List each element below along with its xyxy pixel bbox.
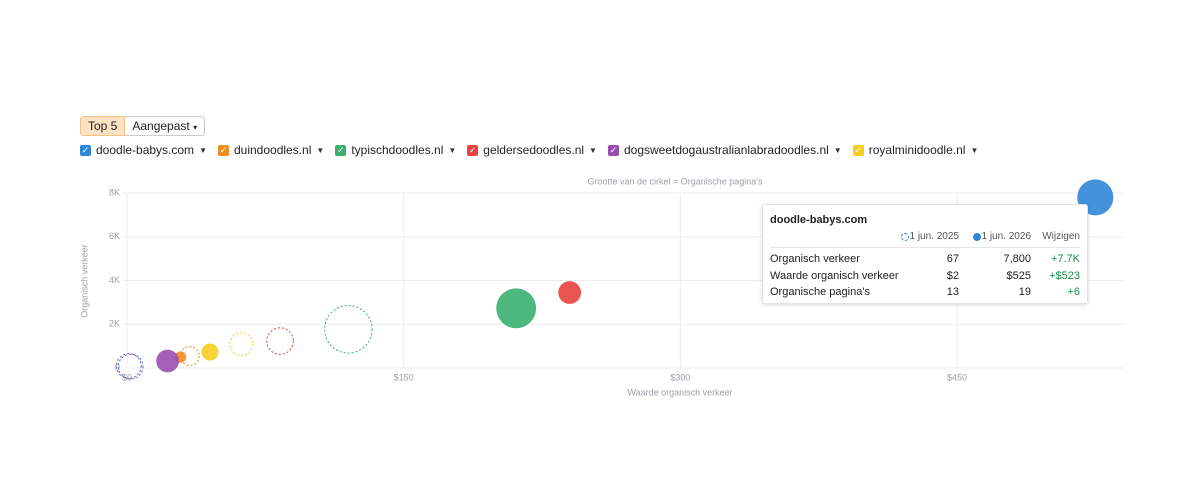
tooltip-divider xyxy=(770,247,1080,248)
x-axis-label: Waarde organisch verkeer xyxy=(627,387,732,397)
tooltip-value: +7.7K xyxy=(1050,253,1080,265)
legend-item[interactable]: ✓ duindoodles.nl ▼ xyxy=(217,143,325,157)
tooltip-value: +$523 xyxy=(1049,269,1080,282)
legend-checkbox[interactable]: ✓ xyxy=(852,144,864,156)
tooltip-value: 19 xyxy=(1018,286,1031,298)
tooltip-value: +6 xyxy=(1067,286,1080,298)
legend-caret: ▼ xyxy=(448,145,457,155)
legend-item[interactable]: ✓ royalminidoodle.nl ▼ xyxy=(852,143,979,157)
legend-checkbox[interactable]: ✓ xyxy=(467,144,479,156)
tooltip-title: doodle-babys.com xyxy=(770,214,868,226)
legend-checkbox[interactable]: ✓ xyxy=(80,144,91,156)
tooltip-column: 1 jun. 2026 xyxy=(981,231,1032,242)
tooltip-marker xyxy=(901,233,909,241)
bubble xyxy=(156,349,179,373)
legend-caret: ▼ xyxy=(199,145,207,155)
legend-item[interactable]: ✓ typischdoodles.nl ▼ xyxy=(335,143,456,157)
y-tick-label: 8K xyxy=(109,187,120,197)
tooltip-value: 67 xyxy=(946,253,959,265)
legend-item[interactable]: ✓ doodle-babys.com ▼ xyxy=(80,143,207,157)
top-button[interactable]: Top 5 xyxy=(80,116,126,136)
tooltip-row-label: Organische pagina's xyxy=(770,286,870,298)
bubble-previous xyxy=(266,327,294,355)
tooltip-column: 1 jun. 2025 xyxy=(909,231,960,242)
legend-item[interactable]: ✓ dogsweetdogaustralianlabradoodles.nl ▼ xyxy=(607,143,842,157)
tooltip-value: 13 xyxy=(946,286,959,298)
x-tick-label: $150 xyxy=(394,372,414,382)
legend-label: doodle-babys.com xyxy=(96,143,195,157)
y-tick-label: 6K xyxy=(109,231,120,241)
tooltip-value: $2 xyxy=(946,269,959,282)
y-tick-label: 2K xyxy=(109,319,120,329)
legend-label: duindoodles.nl xyxy=(233,143,312,157)
legend-checkbox[interactable]: ✓ xyxy=(607,144,619,156)
y-tick-label: 4K xyxy=(109,275,120,285)
bubble-previous xyxy=(117,353,144,380)
controls: Top 5 Aangepast ▾ xyxy=(80,116,206,136)
tooltip-value: $525 xyxy=(1006,269,1031,282)
legend-caret: ▼ xyxy=(970,145,979,155)
y-axis-label: Organisch verkeer xyxy=(79,244,89,318)
legend-label: dogsweetdogaustralianlabradoodles.nl xyxy=(623,143,829,157)
tooltip: doodle-babys.com 1 jun. 2025 1 jun. 2026 W… xyxy=(762,204,1088,304)
tooltip-column: Wijzigen xyxy=(1042,231,1080,242)
chart-title: Grootte van de cirkel = Organische pagin… xyxy=(587,176,763,186)
legend: ✓ doodle-babys.com ▼ ✓ duindoodles.nl ▼ ✓ typis… xyxy=(80,143,978,157)
custom-button[interactable]: Aangepast ▾ xyxy=(125,116,206,136)
legend-label: royalminidoodle.nl xyxy=(868,143,966,157)
legend-label: typischdoodles.nl xyxy=(351,143,444,157)
y-tick-label: 0 xyxy=(115,362,120,372)
custom-label: Aangepast xyxy=(132,119,190,133)
legend-caret: ▼ xyxy=(589,145,597,155)
tooltip-row-label: Waarde organisch verkeer xyxy=(770,269,899,282)
legend-item[interactable]: ✓ geldersedoodles.nl ▼ xyxy=(467,143,597,157)
bubble-previous xyxy=(324,305,373,354)
bubble-previous xyxy=(115,353,142,379)
legend-checkbox[interactable]: ✓ xyxy=(335,144,347,156)
tooltip-marker xyxy=(973,233,981,241)
x-tick-label: $300 xyxy=(670,372,690,382)
bubble xyxy=(558,281,582,304)
legend-checkbox[interactable]: ✓ xyxy=(217,144,229,156)
legend-caret: ▼ xyxy=(833,145,842,155)
x-tick-label: $450 xyxy=(947,372,967,382)
tooltip-value: 7,800 xyxy=(1003,253,1031,265)
legend-label: geldersedoodles.nl xyxy=(483,143,585,157)
x-tick-label: $0 xyxy=(122,372,132,382)
bubble xyxy=(201,343,219,361)
bubble xyxy=(496,288,537,329)
tooltip-row-label: Organisch verkeer xyxy=(770,253,860,265)
bubble-previous xyxy=(229,332,254,357)
legend-caret: ▼ xyxy=(316,145,325,155)
